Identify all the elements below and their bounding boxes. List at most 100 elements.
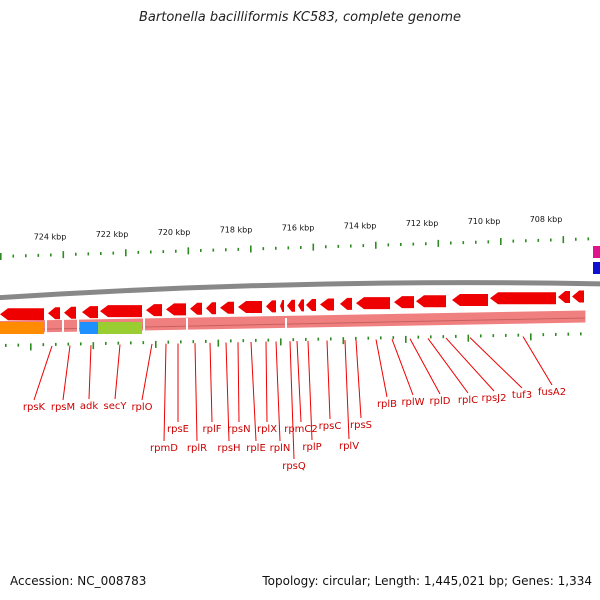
- tick-mark: [425, 242, 427, 246]
- gene-arrow[interactable]: [100, 305, 142, 318]
- gene-arrow[interactable]: [238, 301, 262, 313]
- gene-label[interactable]: rplX: [257, 424, 277, 435]
- gene-label[interactable]: rpsE: [167, 424, 189, 435]
- gene-label[interactable]: rpsM: [51, 402, 75, 413]
- band-segment: [480, 312, 484, 325]
- band-segment: [231, 316, 235, 329]
- tick-mark: [92, 342, 95, 350]
- gene-arrow[interactable]: [558, 290, 570, 303]
- gene-label[interactable]: rplR: [187, 443, 207, 454]
- gene-arrow[interactable]: [280, 299, 284, 312]
- band-segment: [279, 315, 283, 328]
- gene-arrow[interactable]: [416, 295, 446, 308]
- tick-mark: [200, 249, 202, 252]
- gene-label[interactable]: rplE: [246, 443, 266, 454]
- leader-line: [225, 342, 230, 442]
- gene-label[interactable]: rplD: [430, 396, 451, 407]
- gene-arrow[interactable]: [287, 299, 295, 312]
- gene-arrow[interactable]: [320, 298, 334, 311]
- band-segment: [486, 312, 490, 325]
- tick-mark: [280, 338, 282, 346]
- gene-arrow[interactable]: [0, 308, 44, 321]
- gene-arrow[interactable]: [572, 290, 584, 303]
- tick-mark: [205, 339, 207, 343]
- gene-arrow[interactable]: [266, 300, 276, 313]
- band-segment: [291, 315, 295, 328]
- band-segment: [504, 311, 508, 324]
- tick-mark: [75, 252, 77, 256]
- band-segment: [405, 313, 409, 326]
- gene-label[interactable]: tuf3: [512, 390, 532, 401]
- gene-label[interactable]: adk: [80, 401, 98, 412]
- tick-mark: [405, 335, 407, 343]
- gene-label[interactable]: rpsK: [23, 402, 46, 413]
- gene-arrow[interactable]: [206, 302, 216, 315]
- gene-arrow[interactable]: [146, 304, 162, 317]
- leader-line: [209, 342, 213, 423]
- band-segment: [477, 312, 481, 325]
- gene-label[interactable]: rpsQ: [282, 461, 306, 472]
- gene-arrow[interactable]: [306, 299, 316, 312]
- gene-arrow[interactable]: [220, 301, 234, 314]
- gene-label[interactable]: rpsH: [217, 443, 240, 454]
- gene-label[interactable]: rpsJ2: [482, 393, 507, 404]
- tick-mark: [417, 335, 420, 339]
- band-segment: [225, 316, 229, 329]
- gene-arrow[interactable]: [166, 303, 186, 316]
- gene-arrow[interactable]: [48, 307, 60, 320]
- gene-arrow[interactable]: [452, 293, 488, 306]
- tick-mark: [5, 343, 7, 347]
- gene-label[interactable]: rpsN: [227, 424, 250, 435]
- gene-label[interactable]: rplF: [203, 424, 222, 435]
- gene-label[interactable]: rpsS: [350, 420, 372, 431]
- gene-label[interactable]: rpsC: [319, 421, 342, 432]
- tick-mark: [337, 244, 340, 248]
- tick-mark: [330, 337, 332, 341]
- gene-label[interactable]: rplN: [270, 443, 291, 454]
- band-segment: [426, 313, 430, 326]
- band-segment: [384, 314, 388, 327]
- tick-mark: [0, 253, 2, 260]
- band-segment: [468, 312, 472, 325]
- gene-label[interactable]: rplV: [339, 441, 359, 452]
- gene-arrow[interactable]: [64, 306, 76, 319]
- band-segment: [441, 313, 445, 326]
- gene-arrow[interactable]: [82, 306, 98, 319]
- gene-label[interactable]: fusA2: [538, 387, 566, 398]
- gene-label[interactable]: rpmC2: [284, 424, 318, 435]
- leader-line: [307, 340, 313, 441]
- gene-label[interactable]: rplP: [302, 442, 321, 453]
- tick-mark: [167, 340, 170, 344]
- tick-mark: [362, 244, 365, 248]
- band-segment: [195, 317, 199, 330]
- band-gap: [45, 318, 47, 336]
- gene-label[interactable]: rplO: [131, 402, 152, 413]
- band-segment: [558, 310, 562, 323]
- gene-label[interactable]: rplB: [377, 399, 397, 410]
- gene-arrow[interactable]: [490, 292, 556, 305]
- band-segment: [333, 315, 337, 328]
- gene-label[interactable]: rplW: [401, 397, 424, 408]
- band-segment: [579, 310, 583, 323]
- band-segment: [519, 311, 523, 324]
- gene-arrow[interactable]: [190, 302, 202, 315]
- tick-mark: [42, 343, 45, 347]
- tick-mark: [225, 248, 227, 252]
- gene-arrow[interactable]: [394, 296, 414, 309]
- gene-arrow[interactable]: [356, 297, 390, 310]
- gene-label[interactable]: rplC: [458, 395, 478, 406]
- tick-mark: [242, 339, 245, 343]
- band-segment: [219, 317, 223, 330]
- gene-arrow[interactable]: [298, 299, 304, 312]
- gene-label[interactable]: rpmD: [150, 443, 178, 454]
- gene-arrow[interactable]: [340, 297, 352, 310]
- leader-line: [409, 338, 441, 395]
- band-segment: [348, 314, 352, 327]
- gene-label[interactable]: secY: [104, 401, 128, 412]
- leader-line: [265, 341, 268, 423]
- band-segment: [561, 310, 565, 323]
- band-segment: [429, 313, 433, 326]
- band-segment: [153, 318, 157, 331]
- tick-mark: [287, 246, 290, 250]
